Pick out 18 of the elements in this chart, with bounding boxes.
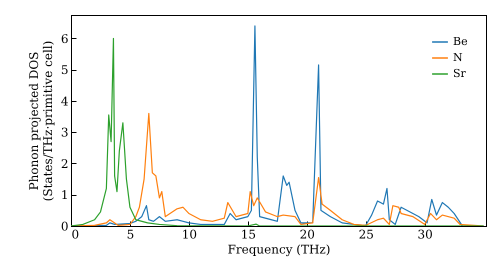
x-tick-label: 5	[126, 228, 134, 242]
legend-label: Be	[453, 35, 468, 48]
y-tick-label: 2	[60, 156, 68, 171]
y-tick-label: 1	[60, 188, 68, 202]
legend-label: Sr	[453, 67, 467, 80]
x-tick-label: 10	[182, 228, 198, 242]
y-tick-label: 4	[60, 94, 69, 108]
x-tick-label: 15	[240, 228, 256, 242]
legend-label: N	[453, 51, 463, 64]
x-axis-title: Frequency (THz)	[228, 242, 330, 256]
x-tick-label: 25	[358, 228, 374, 242]
x-tick-label: 30	[418, 228, 433, 242]
y-tick-label: 3	[60, 126, 68, 140]
y-tick-label: 5	[60, 63, 68, 78]
y-axis-title: Phonon projected DOS (States/THz·primitive cell)	[26, 40, 55, 202]
x-tick-label: 0	[72, 228, 80, 242]
x-tick-label: 20	[300, 228, 315, 242]
y-tick-label: 6	[60, 32, 68, 46]
